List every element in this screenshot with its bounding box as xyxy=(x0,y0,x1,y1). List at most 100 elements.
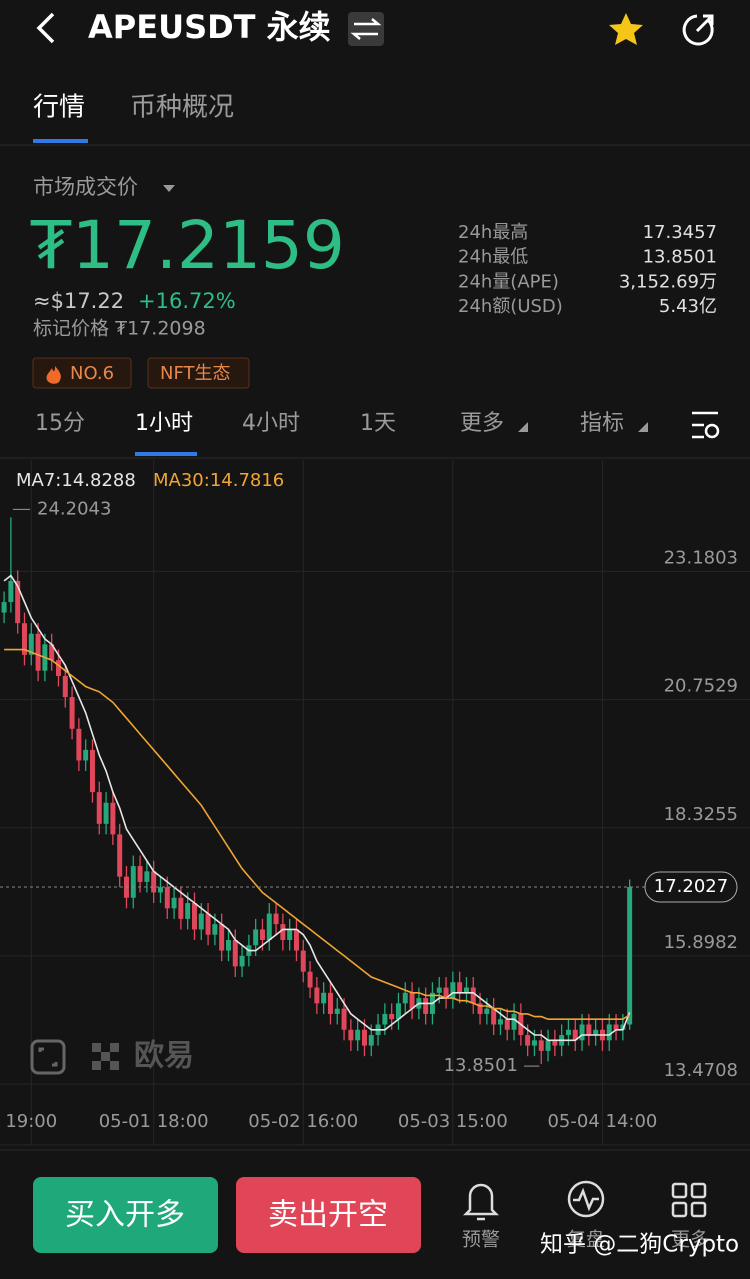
favorite-star[interactable] xyxy=(609,13,643,45)
candle-body xyxy=(531,1040,537,1046)
candle-body xyxy=(15,580,21,624)
candle-body xyxy=(321,992,327,1004)
dropdown-arrow xyxy=(638,422,648,432)
last-price: ₮17.2159 xyxy=(30,207,345,284)
alert-icon[interactable] xyxy=(462,1183,500,1221)
candle-body xyxy=(28,633,34,655)
candle-body xyxy=(545,1040,551,1051)
candle-body xyxy=(273,913,279,925)
sell-button[interactable] xyxy=(236,1177,421,1253)
interval[interactable]: 1天 xyxy=(360,411,396,436)
stat-value: 3,152.69万 xyxy=(619,271,717,292)
candle-body xyxy=(307,971,313,988)
candle-body xyxy=(525,1035,531,1046)
candle-body xyxy=(484,1008,490,1014)
candle-body xyxy=(219,924,225,951)
candle-body xyxy=(538,1040,544,1051)
buy-button[interactable] xyxy=(33,1177,218,1253)
candle-body xyxy=(157,887,163,893)
y-tick-label: 13.4708 xyxy=(664,1060,738,1081)
candle-body xyxy=(280,924,286,940)
candle-body xyxy=(253,929,259,946)
y-tick-label: 18.3255 xyxy=(664,804,738,825)
dropdown-arrow xyxy=(163,185,175,192)
candle-body xyxy=(171,897,177,909)
x-tick-label: 19:00 xyxy=(5,1111,57,1132)
candle-body xyxy=(137,866,143,882)
candle-body xyxy=(382,1013,388,1025)
candle-body xyxy=(1,602,7,613)
candle-body xyxy=(49,644,55,661)
tag-text: NO.6 xyxy=(70,363,114,384)
mark-price: 标记价格 ₮17.2098 xyxy=(33,318,206,340)
x-tick-label: 05-04 14:00 xyxy=(547,1111,657,1132)
x-tick-label: 05-02 16:00 xyxy=(248,1111,358,1132)
candle-body xyxy=(293,929,299,951)
share-button[interactable] xyxy=(682,14,714,46)
stat-value: 5.43亿 xyxy=(659,296,717,317)
candle-body xyxy=(368,1035,374,1046)
watermark-text: 知乎 @二狗Crypto xyxy=(540,1232,739,1258)
title: APEUSDT 永续 xyxy=(88,8,331,46)
tab[interactable]: 币种概况 xyxy=(130,93,234,123)
interval-more[interactable]: 更多 xyxy=(460,411,504,436)
interval[interactable]: 15分 xyxy=(35,411,85,436)
candle-body xyxy=(185,903,191,919)
nav-label: 预警 xyxy=(462,1229,500,1251)
y-tick-label: 20.7529 xyxy=(664,676,738,697)
candle-body xyxy=(232,940,238,967)
candle-body xyxy=(491,1008,497,1025)
more-icon[interactable] xyxy=(671,1182,707,1218)
last-price-label: 17.2027 xyxy=(654,876,728,897)
high-label: 24.2043 xyxy=(37,498,111,519)
stat-value: 17.3457 xyxy=(643,222,717,243)
fullscreen-icon[interactable] xyxy=(30,1039,66,1075)
candle-body xyxy=(463,987,469,993)
candle-body xyxy=(593,1029,599,1036)
price-type[interactable]: 市场成交价 xyxy=(33,175,138,199)
candle-body xyxy=(8,580,14,603)
candle-body xyxy=(266,913,272,940)
chart-settings[interactable] xyxy=(692,411,720,439)
tag[interactable] xyxy=(147,357,250,389)
candle-body xyxy=(144,871,150,882)
interval[interactable]: 4小时 xyxy=(242,411,300,436)
tab-underline xyxy=(33,139,88,143)
stat-value: 13.8501 xyxy=(643,247,717,268)
review-icon[interactable] xyxy=(567,1180,605,1218)
candle-body xyxy=(300,950,306,972)
indicators[interactable]: 指标 xyxy=(580,411,624,436)
candle-body xyxy=(579,1024,585,1041)
candle-body xyxy=(327,992,333,1014)
y-tick-label: 23.1803 xyxy=(664,547,738,568)
candle-body xyxy=(69,697,75,729)
candle-body xyxy=(198,913,204,930)
candle-body xyxy=(613,1024,619,1030)
interval-active[interactable]: 1小时 xyxy=(135,411,193,436)
tab-active[interactable]: 行情 xyxy=(33,93,85,123)
back-button[interactable] xyxy=(36,12,55,44)
candle-body xyxy=(341,1008,347,1030)
candle-body xyxy=(83,749,89,761)
stat-label: 24h量(APE) xyxy=(458,271,559,292)
candle-body xyxy=(450,982,456,999)
y-tick-label: 15.8982 xyxy=(664,932,738,953)
candle-body xyxy=(334,1008,340,1014)
candle-body xyxy=(443,987,449,999)
low-label: 13.8501 xyxy=(444,1055,518,1076)
candle-body xyxy=(55,660,61,676)
chart: 23.1803 20.7529 18.3255 15.8982 13.4708 19:00… xyxy=(0,460,750,1146)
swap-button[interactable] xyxy=(348,12,384,46)
candle-body xyxy=(103,802,109,824)
change: +16.72% xyxy=(138,289,236,313)
candle-body xyxy=(151,871,157,893)
candle-body xyxy=(225,940,231,951)
candle-body xyxy=(314,987,320,1004)
ma-line xyxy=(4,648,631,1020)
candle-body xyxy=(96,792,102,824)
candle-body xyxy=(35,633,41,671)
nav-label: 更多 xyxy=(671,1229,709,1251)
candle-body xyxy=(287,929,293,940)
candle-body xyxy=(130,866,136,898)
